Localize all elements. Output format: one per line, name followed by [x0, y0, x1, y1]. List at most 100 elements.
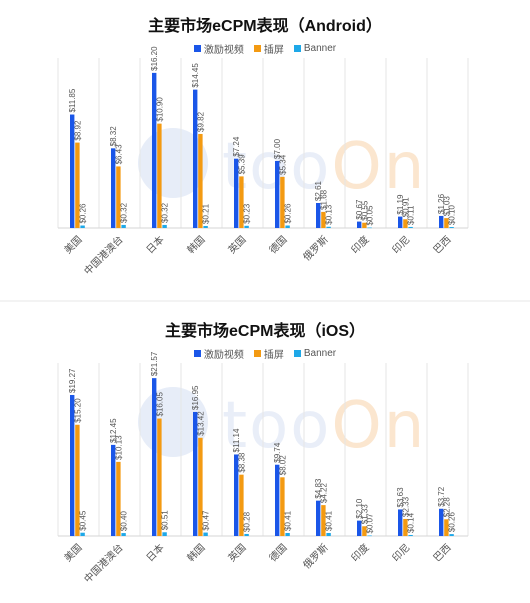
data-label: $8.32 — [109, 126, 118, 147]
bar — [80, 532, 85, 536]
bar — [116, 166, 121, 228]
bar — [239, 474, 244, 536]
bar — [398, 216, 403, 228]
bar — [398, 509, 403, 536]
legend-item-banner: Banner — [293, 41, 336, 56]
data-label: $14.45 — [191, 63, 200, 88]
bar — [444, 519, 449, 536]
legend-swatch — [193, 45, 201, 52]
ios-bar-plot: $19.27 $15.20 $0.45 美国 $12.45$10.13 $0.40 中国港澳… — [57, 351, 469, 585]
ios-chart-panel: tooOn 主要市场eCPM表现（iOS） 激励视频 插屏 Banner $19… — [0, 305, 530, 603]
bar — [198, 133, 203, 228]
category-label: 印尼 — [390, 234, 413, 257]
category-label: 印度 — [348, 541, 371, 564]
bar — [234, 158, 239, 228]
data-label: $0.91 — [401, 197, 410, 218]
data-label: $1.68 — [319, 189, 328, 210]
bar — [449, 534, 454, 536]
bar — [239, 176, 244, 228]
chart-legend: 激励视频 插屏 Banner — [0, 346, 530, 361]
bar — [367, 535, 372, 537]
data-label: $3.63 — [396, 487, 405, 508]
bar — [70, 394, 75, 536]
bar — [408, 226, 413, 228]
bar — [162, 224, 167, 228]
bar — [70, 114, 75, 228]
category-label: 俄罗斯 — [300, 233, 330, 263]
bar — [285, 225, 290, 228]
bar — [157, 123, 162, 228]
data-label: $2.61 — [314, 180, 323, 201]
data-label: $2.28 — [442, 497, 451, 518]
bar — [152, 378, 157, 536]
data-label: $0.23 — [243, 203, 252, 224]
bar — [357, 520, 362, 536]
category-label: 韩国 — [184, 541, 207, 564]
data-label: $0.26 — [79, 203, 88, 224]
data-label: $0.55 — [360, 200, 369, 221]
legend-swatch — [293, 45, 301, 52]
data-label: $12.45 — [109, 418, 118, 443]
bar — [116, 461, 121, 536]
data-label: $0.41 — [325, 510, 334, 531]
bar — [193, 411, 198, 536]
legend-swatch — [193, 350, 201, 357]
bar — [403, 518, 408, 536]
data-label: $0.14 — [407, 512, 416, 533]
bar — [280, 176, 285, 228]
bar — [367, 227, 372, 229]
bar — [234, 454, 239, 536]
data-label: $6.43 — [114, 144, 123, 165]
data-label: $0.51 — [161, 510, 170, 531]
category-label: 美国 — [61, 541, 84, 564]
data-label: $0.21 — [202, 203, 211, 224]
data-label: $0.28 — [243, 511, 252, 532]
data-label: $1.03 — [442, 196, 451, 217]
legend-item-interstitial: 插屏 — [253, 41, 284, 56]
data-label: $11.85 — [68, 88, 77, 112]
category-label: 日本 — [143, 541, 166, 564]
legend-item-rewarded: 激励视频 — [193, 41, 244, 56]
category-label: 巴西 — [431, 234, 454, 257]
bar — [316, 500, 321, 536]
data-label: $0.32 — [120, 202, 129, 223]
bar — [275, 160, 280, 228]
data-label: $13.42 — [196, 411, 205, 436]
bar — [326, 226, 331, 228]
bar — [80, 225, 85, 228]
bar — [203, 532, 208, 536]
data-label: $0.41 — [284, 510, 293, 531]
bar — [111, 148, 116, 228]
data-label: $0.45 — [79, 510, 88, 531]
bar — [75, 142, 80, 228]
legend-swatch — [293, 350, 301, 357]
data-label: $2.10 — [355, 498, 364, 519]
data-label: $4.22 — [319, 483, 328, 504]
data-label: $3.72 — [437, 486, 446, 507]
data-label: $21.57 — [150, 351, 159, 376]
category-label: 德国 — [266, 233, 289, 256]
data-label: $0.67 — [355, 199, 364, 220]
data-label: $16.20 — [150, 46, 159, 71]
bar — [121, 224, 126, 228]
bar — [111, 444, 116, 536]
bar — [362, 526, 367, 536]
bar — [244, 225, 249, 228]
category-label: 德国 — [266, 541, 289, 564]
data-label: $11.14 — [232, 428, 241, 452]
category-label: 美国 — [61, 233, 84, 256]
legend-swatch — [253, 45, 261, 52]
category-label: 韩国 — [184, 233, 207, 256]
data-label: $1.19 — [396, 194, 405, 215]
bar — [326, 532, 331, 536]
bar — [244, 533, 249, 536]
data-label: $0.10 — [448, 204, 457, 225]
data-label: $0.26 — [448, 512, 457, 533]
category-label: 巴西 — [431, 542, 454, 565]
data-label: $4.83 — [314, 478, 323, 499]
data-label: $0.07 — [366, 513, 375, 534]
data-label: $15.20 — [73, 398, 82, 423]
data-label: $0.40 — [120, 511, 129, 532]
data-label: $8.92 — [73, 120, 82, 141]
data-label: $9.82 — [196, 111, 205, 132]
